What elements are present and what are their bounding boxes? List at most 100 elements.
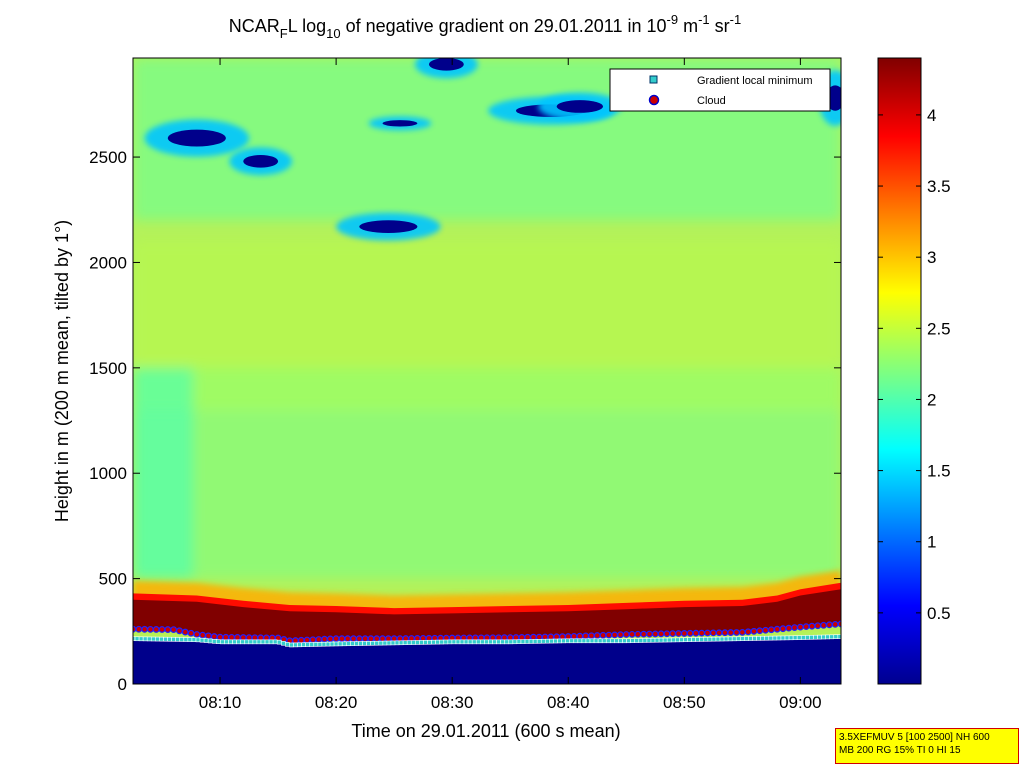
y-tick-label: 1500 xyxy=(89,359,127,378)
gradient-min-marker xyxy=(626,638,631,644)
cloud-marker xyxy=(599,631,607,639)
gradient-min-marker xyxy=(642,638,648,643)
gradient-min-marker xyxy=(195,637,201,643)
gradient-min-marker xyxy=(796,635,802,640)
colorbar-tick-label: 1.5 xyxy=(927,462,951,481)
gradient-min-marker xyxy=(829,634,835,640)
y-tick-label: 0 xyxy=(118,675,127,694)
gradient-min-marker xyxy=(756,636,761,641)
cloud-marker xyxy=(228,633,236,641)
cloud-marker xyxy=(373,635,381,643)
gradient-min-marker xyxy=(573,638,579,644)
cloud-marker xyxy=(704,629,711,637)
cloud-marker xyxy=(698,629,706,637)
gradient-min-marker xyxy=(451,639,457,645)
gradient-min-marker xyxy=(695,637,700,642)
cloud-layer xyxy=(133,589,841,641)
gradient-min-marker xyxy=(134,636,140,642)
gradient-min-marker xyxy=(675,637,680,643)
gradient-min-marker xyxy=(670,637,676,643)
gradient-min-marker xyxy=(346,641,351,647)
gradient-min-marker xyxy=(467,639,473,645)
legend-box xyxy=(609,68,831,112)
gradient-min-marker xyxy=(471,639,477,645)
gradient-min-marker xyxy=(760,636,765,641)
gradient-min-marker xyxy=(211,639,217,644)
cloud-marker xyxy=(738,628,746,636)
gradient-min-marker xyxy=(679,637,684,643)
gradient-min-marker xyxy=(325,641,331,647)
gradient-min-marker xyxy=(455,639,461,645)
cloud-marker xyxy=(773,625,781,633)
gradient-min-marker xyxy=(784,635,790,641)
colorbar: 0.5 1 1.5 2 2.5 3 3.5 4 xyxy=(877,57,951,685)
gradient-min-marker xyxy=(187,637,193,642)
gradient-min-marker xyxy=(772,635,778,641)
gradient-min-marker xyxy=(512,639,518,645)
gradient-min-marker xyxy=(601,638,607,644)
chart-title: NCARFL log10 of negative gradient on 29.… xyxy=(229,12,741,41)
gradient-min-marker xyxy=(350,641,355,646)
gradient-min-marker xyxy=(520,639,526,644)
legend-label-cloud: Cloud xyxy=(697,95,726,107)
gradient-min-marker xyxy=(800,635,806,640)
gradient-min-marker xyxy=(630,638,635,643)
legend-label-gradient-min: Gradient local minimum xyxy=(697,75,813,87)
gradient-min-marker xyxy=(415,640,420,645)
colorbar-tick-label: 2 xyxy=(927,390,936,409)
cloud-marker xyxy=(646,630,653,638)
gradient-min-marker xyxy=(427,639,432,645)
cloud-marker xyxy=(367,635,375,643)
cloud-marker xyxy=(152,626,160,633)
cloud-marker xyxy=(750,627,758,635)
cloud-marker xyxy=(205,632,212,640)
gradient-min-marker xyxy=(484,639,489,645)
gradient-min-marker xyxy=(447,639,453,645)
low-value-patch xyxy=(556,100,604,113)
gradient-min-marker xyxy=(707,636,713,642)
gradient-min-marker xyxy=(735,636,741,642)
y-axis-label: Height in m (200 m mean, tilted by 1°) xyxy=(52,220,72,522)
cloud-marker xyxy=(820,621,827,629)
gradient-min-marker xyxy=(727,636,733,642)
gradient-min-marker xyxy=(386,640,392,646)
cloud-marker xyxy=(715,629,723,637)
cloud-marker xyxy=(344,635,352,643)
colorbar-tick-label: 3 xyxy=(927,248,936,267)
gradient-min-marker xyxy=(183,637,189,642)
colorbar-gradient xyxy=(877,57,922,685)
y-tick-label: 500 xyxy=(99,570,127,589)
gradient-min-marker xyxy=(825,634,830,640)
gradient-min-marker xyxy=(248,639,254,645)
cloud-marker xyxy=(570,632,578,640)
gradient-min-marker xyxy=(536,639,542,644)
gradient-min-marker xyxy=(622,638,627,644)
y-axis: 0 500 1000 1500 2000 2500 xyxy=(89,148,841,694)
cloud-marker xyxy=(628,630,636,638)
gradient-min-marker xyxy=(597,638,603,644)
gradient-min-marker xyxy=(581,638,587,644)
gradient-min-marker xyxy=(228,639,233,645)
gradient-min-marker xyxy=(244,639,250,645)
gradient-min-marker xyxy=(224,639,229,645)
cloud-marker xyxy=(785,624,793,632)
gradient-min-marker xyxy=(821,634,826,640)
legend: Gradient local minimum Cloud xyxy=(609,68,831,112)
gradient-min-marker xyxy=(687,637,692,642)
gradient-min-marker xyxy=(321,641,327,647)
low-value-patch xyxy=(428,58,464,71)
gradient-min-marker xyxy=(252,639,258,645)
gradient-min-marker xyxy=(780,635,786,641)
cloud-marker xyxy=(338,635,346,643)
gradient-min-marker xyxy=(175,637,180,642)
gradient-min-marker xyxy=(264,639,270,645)
gradient-min-marker xyxy=(691,637,696,642)
cloud-marker xyxy=(297,636,305,644)
cloud-marker xyxy=(663,630,671,638)
gradient-min-marker xyxy=(610,638,615,644)
gradient-min-marker xyxy=(545,638,550,644)
gradient-min-marker xyxy=(792,635,798,641)
gradient-min-marker xyxy=(370,640,375,646)
cloud-marker xyxy=(309,636,317,644)
